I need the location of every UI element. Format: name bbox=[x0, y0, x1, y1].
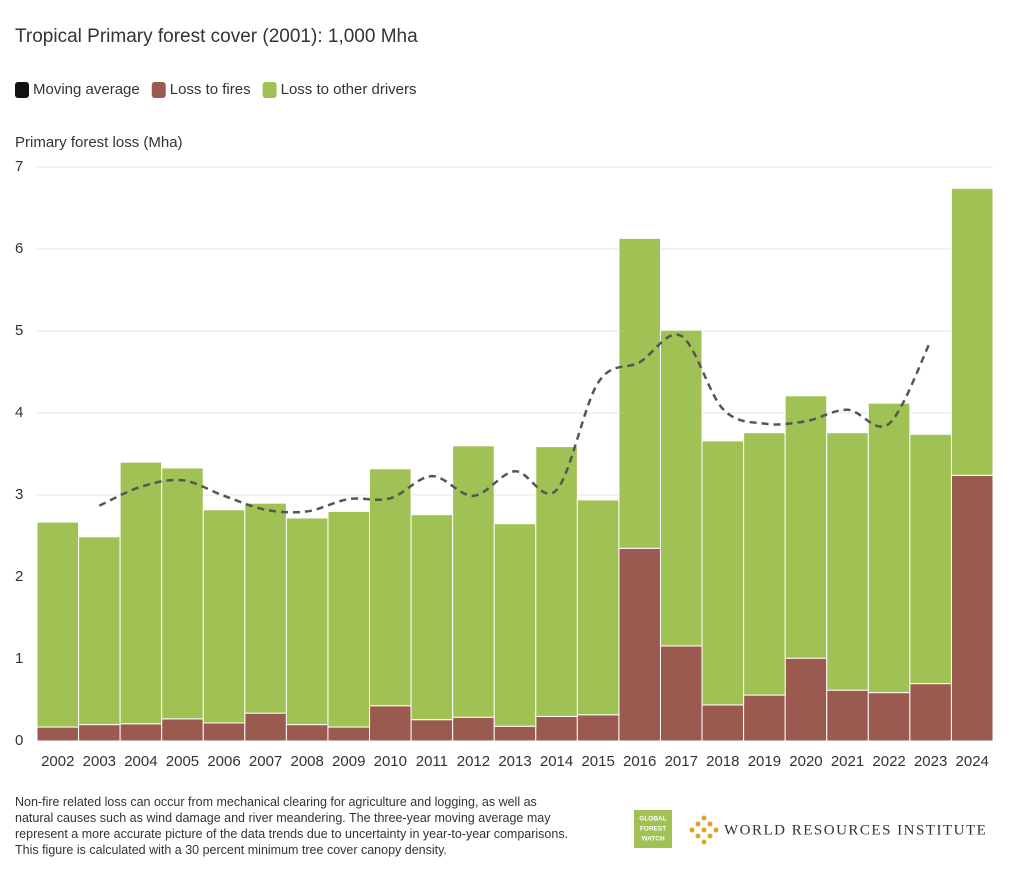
bar-segment bbox=[452, 445, 495, 718]
x-tick-label: 2004 bbox=[124, 753, 157, 770]
bar-segment bbox=[826, 689, 869, 742]
legend-swatch bbox=[262, 82, 277, 98]
bar-segment bbox=[618, 237, 661, 549]
y-tick-label: 0 bbox=[15, 732, 23, 749]
bar-segment bbox=[701, 704, 745, 742]
bar-segment bbox=[285, 517, 329, 726]
x-tick-label: 2021 bbox=[831, 753, 864, 770]
bar-segment bbox=[119, 723, 163, 742]
x-tick-label: 2009 bbox=[332, 753, 365, 770]
legend-label: Loss to other drivers bbox=[281, 81, 417, 98]
bar-segment bbox=[161, 718, 204, 742]
bar-segment bbox=[909, 683, 952, 742]
bar-segment bbox=[867, 402, 911, 694]
x-tick-label: 2023 bbox=[914, 753, 947, 770]
x-tick-label: 2012 bbox=[457, 753, 490, 770]
gfw-logo-text: WATCH bbox=[641, 836, 665, 843]
bar-segment bbox=[659, 329, 703, 647]
bar-segment bbox=[950, 474, 994, 742]
bar-segment bbox=[119, 461, 163, 725]
bar-segment bbox=[244, 712, 287, 742]
chart-title: Tropical Primary forest cover (2001): 1,… bbox=[15, 26, 418, 47]
gfw-logo-text: FOREST bbox=[640, 826, 666, 833]
gfw-logo-text: GLOBAL bbox=[639, 816, 666, 823]
bar-segment bbox=[743, 694, 786, 742]
bar-segment bbox=[202, 509, 246, 724]
x-tick-label: 2006 bbox=[207, 753, 240, 770]
bar-segment bbox=[36, 521, 80, 728]
bar-segment bbox=[327, 510, 371, 728]
bar-segment bbox=[535, 715, 578, 742]
bar-segment bbox=[369, 468, 412, 707]
bar-segment bbox=[410, 719, 454, 742]
x-tick-label: 2018 bbox=[706, 753, 739, 770]
x-tick-label: 2008 bbox=[290, 753, 323, 770]
bar-segment bbox=[493, 523, 537, 727]
y-tick-label: 6 bbox=[15, 240, 23, 257]
bar-segment bbox=[867, 692, 911, 742]
bar-segment bbox=[202, 722, 246, 742]
y-tick-label: 4 bbox=[15, 404, 23, 421]
bar-segment bbox=[452, 716, 495, 742]
bar-segment bbox=[743, 432, 786, 696]
bar-segment bbox=[576, 714, 620, 742]
bar-segment bbox=[285, 724, 329, 742]
bar-segment bbox=[78, 536, 121, 726]
bar-segment bbox=[576, 499, 620, 716]
bar-segment bbox=[909, 433, 952, 685]
bar-segment bbox=[327, 726, 371, 742]
x-tick-label: 2011 bbox=[416, 753, 448, 770]
x-tick-label: 2022 bbox=[872, 753, 905, 770]
x-tick-label: 2019 bbox=[748, 753, 781, 770]
x-tick-label: 2024 bbox=[956, 753, 989, 770]
legend-label: Moving average bbox=[33, 81, 140, 98]
wri-logo-text: WORLD RESOURCES INSTITUTE bbox=[724, 822, 987, 838]
x-tick-label: 2002 bbox=[41, 753, 74, 770]
bar-segment bbox=[78, 724, 121, 742]
bar-segment bbox=[493, 725, 537, 742]
x-tick-label: 2020 bbox=[789, 753, 822, 770]
y-tick-label: 2 bbox=[15, 568, 23, 585]
legend-swatch bbox=[15, 82, 29, 98]
bar-segment bbox=[784, 657, 828, 742]
y-tick-label: 5 bbox=[15, 322, 23, 339]
y-tick-label: 3 bbox=[15, 486, 23, 503]
y-tick-label: 1 bbox=[15, 650, 23, 667]
x-tick-label: 2007 bbox=[249, 753, 282, 770]
x-tick-label: 2015 bbox=[581, 753, 614, 770]
legend-swatch bbox=[151, 82, 166, 98]
bar-segment bbox=[784, 395, 828, 659]
x-tick-label: 2016 bbox=[623, 753, 656, 770]
bar-segment bbox=[369, 705, 412, 742]
bar-segment bbox=[826, 432, 869, 691]
bar-segment bbox=[36, 726, 80, 742]
x-tick-label: 2013 bbox=[498, 753, 531, 770]
x-tick-label: 2010 bbox=[374, 753, 407, 770]
legend-label: Loss to fires bbox=[170, 81, 251, 98]
bar-segment bbox=[618, 547, 661, 742]
x-tick-label: 2017 bbox=[665, 753, 698, 770]
bar-segment bbox=[410, 514, 454, 721]
bar-segment bbox=[701, 440, 745, 706]
x-tick-label: 2003 bbox=[83, 753, 116, 770]
y-axis-label: Primary forest loss (Mha) bbox=[15, 134, 183, 151]
gfw-logo bbox=[634, 810, 672, 848]
bar-segment bbox=[161, 467, 204, 720]
bar-segment bbox=[535, 446, 578, 717]
bar-segment bbox=[244, 502, 287, 714]
y-tick-label: 7 bbox=[15, 158, 23, 175]
wri-logo bbox=[689, 815, 719, 845]
footnote: Non-fire related loss can occur from mec… bbox=[15, 795, 569, 857]
x-tick-label: 2014 bbox=[540, 753, 573, 770]
bar-segment bbox=[950, 187, 994, 476]
x-tick-label: 2005 bbox=[166, 753, 199, 770]
bar-segment bbox=[659, 645, 703, 742]
